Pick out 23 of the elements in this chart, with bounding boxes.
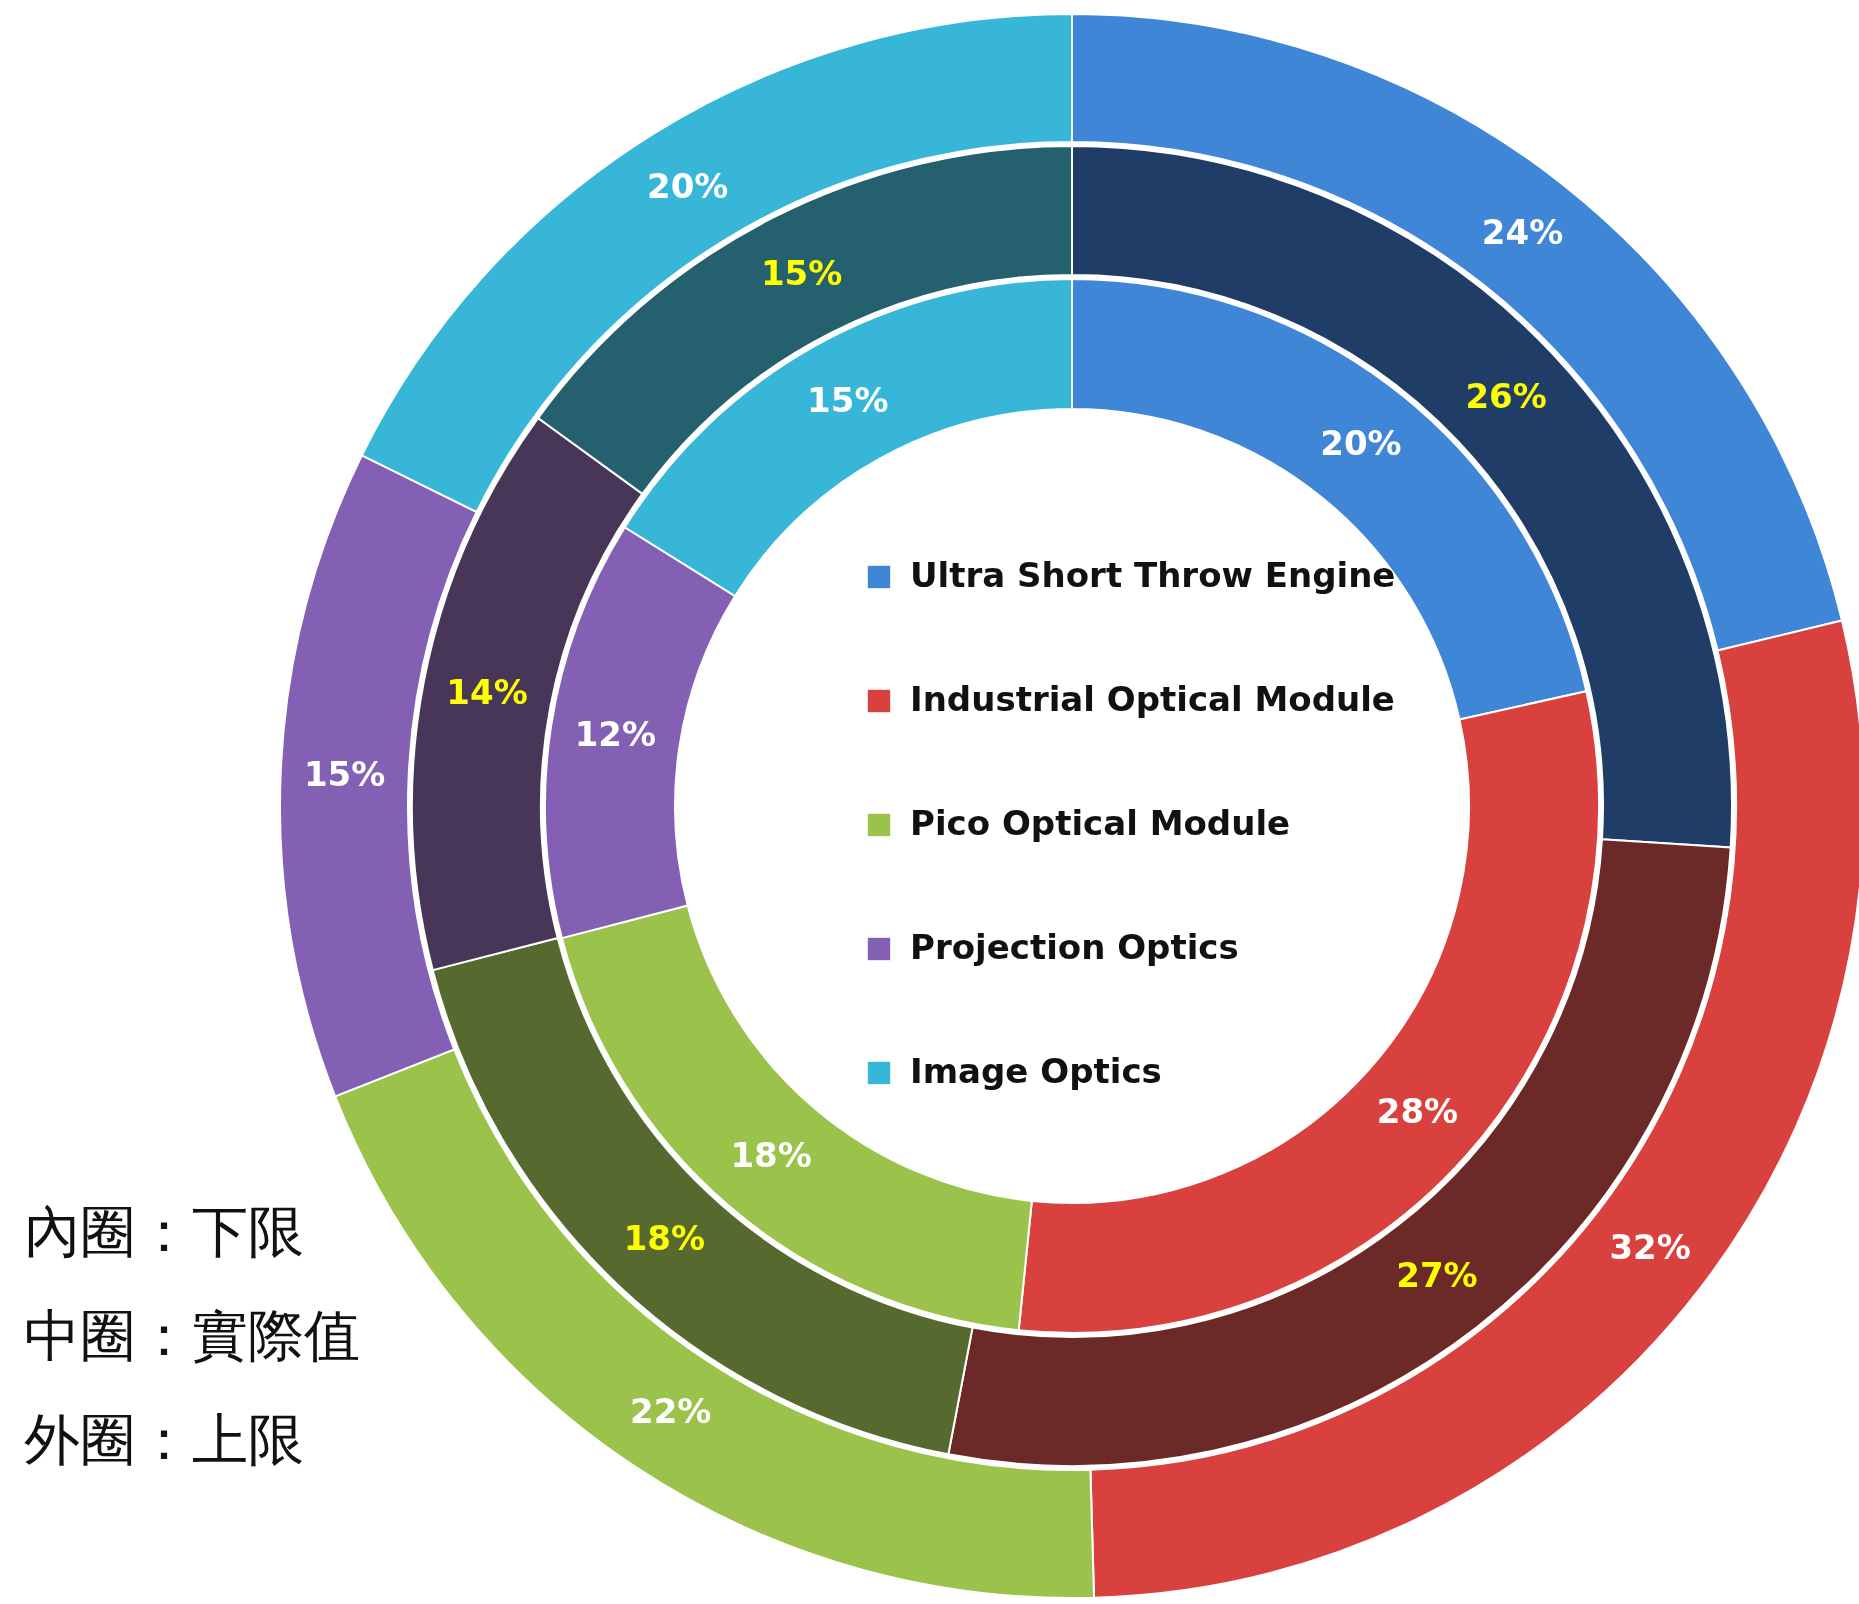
legend-label: Industrial Optical Module (910, 679, 1395, 719)
data-label: 24% (1481, 212, 1564, 253)
data-label: 15% (807, 380, 889, 421)
data-label: 20% (1320, 423, 1402, 464)
data-label: 15% (303, 753, 386, 794)
data-label: 20% (647, 165, 729, 206)
data-label: 15% (760, 253, 843, 294)
data-label: 18% (730, 1134, 812, 1175)
text: 外圈：上限 (24, 1406, 305, 1474)
data-label: 22% (630, 1391, 712, 1432)
data-label: 12% (574, 714, 657, 755)
legend-label: Ultra Short Throw Engine (910, 555, 1396, 595)
data-label: 18% (623, 1218, 706, 1259)
data-label: 26% (1465, 376, 1547, 417)
legend-label: Image Optics (910, 1051, 1162, 1091)
text: 中圈：實際值 (24, 1302, 360, 1370)
legend-label: Projection Optics (910, 927, 1239, 967)
data-label: 14% (446, 672, 528, 713)
data-label: 32% (1609, 1226, 1691, 1267)
data-label: 27% (1396, 1254, 1478, 1295)
text: 內圈：下限 (24, 1198, 305, 1266)
legend-label: Pico Optical Module (910, 803, 1291, 843)
data-label: 28% (1376, 1090, 1459, 1131)
